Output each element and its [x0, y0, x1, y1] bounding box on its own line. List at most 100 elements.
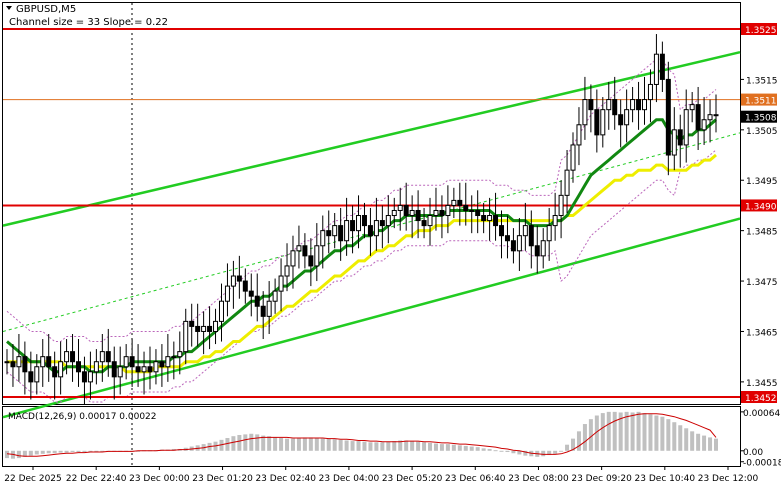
candle[interactable]	[159, 344, 165, 387]
candle[interactable]	[552, 192, 558, 241]
candle[interactable]	[284, 243, 290, 292]
candle[interactable]	[385, 195, 391, 244]
candle[interactable]	[22, 341, 28, 395]
candle[interactable]	[224, 263, 230, 317]
candle[interactable]	[254, 273, 260, 322]
candle[interactable]	[421, 207, 427, 239]
candle[interactable]	[397, 187, 403, 231]
candle[interactable]	[201, 311, 207, 355]
candle[interactable]	[606, 81, 612, 130]
candle[interactable]	[64, 339, 70, 375]
candle[interactable]	[427, 197, 433, 246]
candle[interactable]	[618, 99, 624, 148]
candle[interactable]	[81, 356, 87, 405]
candle[interactable]	[540, 228, 546, 269]
candle[interactable]	[338, 207, 344, 261]
candle[interactable]	[34, 354, 40, 395]
candle[interactable]	[546, 207, 552, 261]
candle[interactable]	[558, 180, 564, 239]
candle[interactable]	[588, 84, 594, 133]
candle[interactable]	[314, 223, 320, 282]
candle[interactable]	[58, 341, 64, 395]
candle[interactable]	[266, 281, 272, 334]
candle[interactable]	[677, 114, 683, 168]
candle[interactable]	[236, 255, 242, 299]
candle[interactable]	[105, 328, 111, 377]
candle[interactable]	[135, 344, 141, 387]
candle[interactable]	[713, 94, 719, 133]
candle[interactable]	[28, 351, 34, 400]
candle[interactable]	[564, 149, 570, 213]
candle[interactable]	[701, 97, 707, 145]
candle[interactable]	[469, 195, 475, 234]
candle[interactable]	[87, 351, 93, 400]
candle[interactable]	[653, 34, 659, 103]
candle[interactable]	[290, 235, 296, 289]
candle[interactable]	[296, 225, 302, 269]
candle[interactable]	[93, 349, 99, 385]
candle[interactable]	[165, 333, 171, 382]
candle[interactable]	[379, 205, 385, 249]
candle[interactable]	[475, 190, 481, 234]
candle[interactable]	[248, 273, 254, 317]
candle[interactable]	[391, 197, 397, 229]
candle[interactable]	[40, 339, 46, 387]
candle[interactable]	[189, 303, 195, 347]
candle[interactable]	[463, 182, 469, 226]
candle[interactable]	[582, 76, 588, 140]
candle[interactable]	[207, 306, 213, 350]
candle[interactable]	[487, 197, 493, 241]
candle[interactable]	[600, 97, 606, 148]
candle[interactable]	[195, 303, 201, 347]
candle[interactable]	[403, 182, 409, 231]
candle[interactable]	[344, 197, 350, 256]
candle[interactable]	[260, 291, 266, 340]
candle[interactable]	[695, 86, 701, 150]
candle[interactable]	[499, 210, 505, 259]
candle[interactable]	[272, 278, 278, 314]
candle[interactable]	[522, 202, 528, 251]
candle[interactable]	[451, 187, 457, 219]
candle[interactable]	[665, 61, 671, 176]
candle[interactable]	[671, 107, 677, 171]
candle[interactable]	[612, 76, 618, 130]
candle[interactable]	[570, 132, 576, 183]
candle[interactable]	[361, 202, 367, 239]
candle[interactable]	[493, 192, 499, 241]
candle[interactable]	[10, 344, 16, 387]
candle[interactable]	[147, 346, 153, 390]
candle[interactable]	[415, 190, 421, 239]
candle[interactable]	[356, 195, 362, 249]
candle[interactable]	[457, 182, 463, 226]
candle[interactable]	[528, 210, 534, 269]
candle[interactable]	[659, 41, 665, 93]
candle[interactable]	[707, 99, 713, 143]
candle[interactable]	[75, 339, 81, 387]
candle[interactable]	[326, 210, 332, 254]
candle[interactable]	[218, 283, 224, 342]
candle[interactable]	[4, 349, 10, 375]
candle[interactable]	[689, 92, 695, 123]
candle[interactable]	[445, 185, 451, 234]
candle[interactable]	[409, 195, 415, 239]
candle[interactable]	[16, 333, 22, 382]
candle[interactable]	[320, 215, 326, 269]
candle[interactable]	[171, 341, 177, 380]
candle[interactable]	[350, 205, 356, 254]
candle[interactable]	[213, 308, 219, 345]
candle[interactable]	[504, 215, 510, 259]
candle[interactable]	[516, 218, 522, 271]
candle[interactable]	[46, 333, 52, 382]
candle[interactable]	[230, 260, 236, 309]
candle[interactable]	[594, 89, 600, 153]
candle[interactable]	[153, 349, 159, 385]
candle[interactable]	[332, 213, 338, 249]
candle[interactable]	[647, 69, 653, 123]
candle[interactable]	[642, 76, 648, 125]
candle[interactable]	[367, 207, 373, 256]
candle[interactable]	[177, 331, 183, 375]
candle[interactable]	[129, 339, 135, 387]
candle[interactable]	[683, 89, 689, 163]
